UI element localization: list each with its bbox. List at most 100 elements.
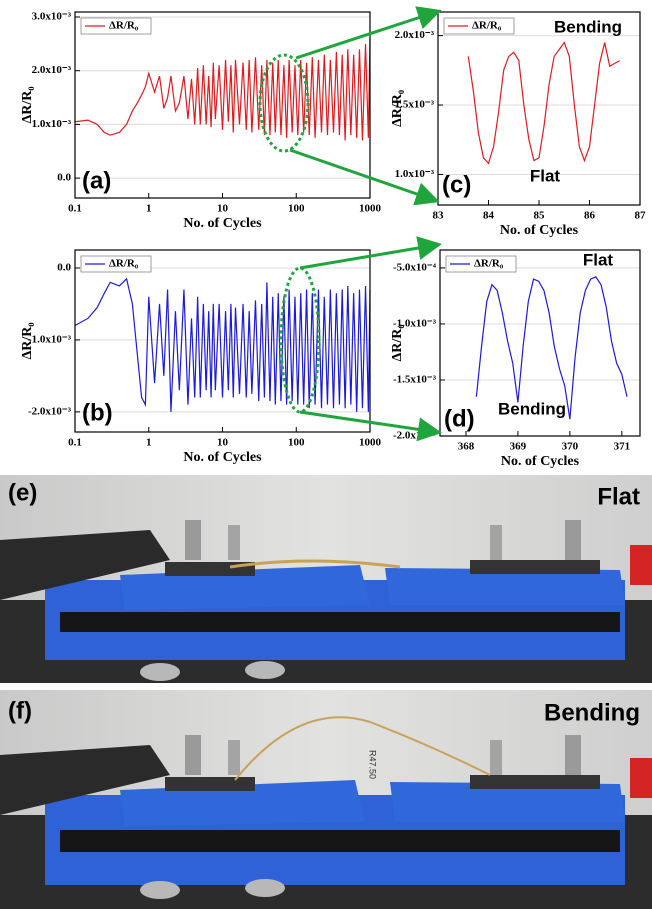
bolt bbox=[185, 735, 201, 775]
plot-area bbox=[440, 250, 640, 436]
x-axis-label: No. of Cycles bbox=[183, 216, 262, 231]
zoom-arrow bbox=[299, 236, 442, 270]
legend-label: ΔR/R₀ bbox=[474, 258, 504, 270]
y-axis-label: ΔR/R₀ bbox=[390, 324, 405, 361]
plot-frame bbox=[439, 249, 641, 437]
screw bbox=[245, 661, 285, 679]
clamp-bar bbox=[470, 560, 600, 574]
x-tick-label: 10 bbox=[217, 437, 229, 449]
data-line bbox=[467, 41, 621, 165]
plot-frame bbox=[437, 11, 641, 206]
zoom-arrow bbox=[289, 148, 440, 206]
y-axis-label: ΔR/R₀ bbox=[20, 322, 35, 359]
y-tick-label: 0.0 bbox=[57, 172, 71, 184]
screw bbox=[140, 881, 180, 899]
annotation: Bending bbox=[554, 17, 622, 36]
legend-box bbox=[445, 255, 517, 273]
x-axis-label: No. of Cycles bbox=[183, 450, 262, 465]
panel-label: (f) bbox=[8, 697, 32, 724]
plot-area bbox=[438, 12, 640, 205]
legend-label: ΔR/R₀ bbox=[109, 258, 139, 270]
sensor-strip bbox=[234, 716, 491, 781]
x-tick-label: 1 bbox=[146, 203, 152, 215]
bolt bbox=[490, 525, 502, 560]
panel-label: (c) bbox=[442, 171, 471, 198]
y-tick-label: 2.0x10⁻³ bbox=[32, 64, 72, 76]
x-tick-label: 0.1 bbox=[68, 437, 82, 449]
x-tick-label: 87 bbox=[635, 210, 647, 222]
y-tick-label: -1.0x10⁻³ bbox=[28, 333, 72, 345]
zoom-arrow bbox=[299, 410, 442, 442]
y-tick-label: 1.0x10⁻³ bbox=[32, 118, 72, 130]
x-tick-label: 371 bbox=[614, 441, 631, 453]
legend-box bbox=[80, 17, 152, 35]
panel-label: (b) bbox=[82, 399, 113, 426]
plate bbox=[120, 780, 365, 826]
x-tick-label: 100 bbox=[288, 203, 305, 215]
y-axis-label: ΔR/R₀ bbox=[20, 86, 35, 123]
plot-frame bbox=[74, 249, 371, 433]
x-tick-label: 10 bbox=[217, 203, 229, 215]
x-tick-label: 1 bbox=[146, 437, 152, 449]
photo-caption: Flat bbox=[597, 483, 640, 510]
sensor-strip bbox=[229, 559, 401, 569]
screw bbox=[140, 663, 180, 681]
y-tick-label: 1.5x10⁻³ bbox=[395, 99, 435, 111]
screw bbox=[245, 879, 285, 897]
plate bbox=[120, 565, 370, 610]
y-tick-label: 2.0x10⁻³ bbox=[395, 29, 435, 41]
y-tick-label: -1.0x10⁻³ bbox=[393, 317, 437, 329]
plot-frame bbox=[74, 11, 371, 199]
bolt bbox=[565, 520, 581, 560]
clamp-bar bbox=[470, 775, 600, 789]
y-tick-label: -1.5x10⁻³ bbox=[393, 374, 437, 386]
legend-box bbox=[80, 255, 152, 273]
bolt bbox=[565, 735, 581, 775]
x-axis-label: No. of Cycles bbox=[500, 223, 579, 238]
clamp-bar bbox=[165, 777, 255, 791]
x-tick-label: 1000 bbox=[359, 437, 382, 449]
legend-box bbox=[443, 17, 515, 35]
x-axis-label: No. of Cycles bbox=[501, 454, 580, 469]
y-tick-label: 1.0x10⁻³ bbox=[395, 168, 435, 180]
x-tick-label: 85 bbox=[534, 210, 546, 222]
rail bbox=[60, 830, 620, 852]
photo-bending: R47.50 (f) Bending bbox=[0, 690, 652, 909]
data-line bbox=[475, 276, 628, 420]
x-tick-label: 84 bbox=[483, 210, 495, 222]
zoom-ellipse bbox=[258, 53, 310, 153]
zoom-indicators bbox=[258, 6, 442, 442]
photo-flat: (e) Flat bbox=[0, 475, 652, 683]
red-clip bbox=[630, 758, 652, 798]
clamp bbox=[0, 745, 170, 815]
ruler-label: R47.50 bbox=[368, 750, 378, 779]
bolt bbox=[228, 525, 240, 560]
y-tick-label: -5.0x10⁻⁴ bbox=[393, 261, 437, 273]
annotation: Flat bbox=[583, 250, 614, 269]
photo-caption: Bending bbox=[544, 699, 640, 726]
clamp bbox=[0, 530, 170, 600]
x-tick-label: 83 bbox=[433, 210, 445, 222]
legend-label: ΔR/R₀ bbox=[472, 20, 502, 32]
plate bbox=[390, 782, 625, 822]
y-tick-label: 0.0 bbox=[57, 262, 71, 274]
plate bbox=[385, 568, 625, 605]
x-tick-label: 370 bbox=[562, 441, 579, 453]
annotation: Bending bbox=[498, 399, 566, 418]
data-line bbox=[74, 277, 371, 412]
panel-label: (a) bbox=[82, 167, 111, 194]
y-axis-label: ΔR/R₀ bbox=[390, 90, 405, 127]
x-tick-label: 0.1 bbox=[68, 203, 82, 215]
data-line bbox=[74, 38, 371, 141]
x-tick-label: 100 bbox=[288, 437, 305, 449]
x-tick-label: 369 bbox=[510, 441, 527, 453]
x-tick-label: 86 bbox=[584, 210, 596, 222]
zoom-ellipse bbox=[279, 266, 321, 414]
rail bbox=[60, 612, 620, 632]
y-tick-label: -2.0x10⁻³ bbox=[28, 405, 72, 417]
bolt bbox=[490, 740, 502, 775]
bolt bbox=[228, 740, 240, 775]
charts: 0.01.0x10⁻³2.0x10⁻³3.0x10⁻³0.1 1 10 100 1000… bbox=[20, 11, 646, 470]
red-clip bbox=[630, 545, 652, 585]
